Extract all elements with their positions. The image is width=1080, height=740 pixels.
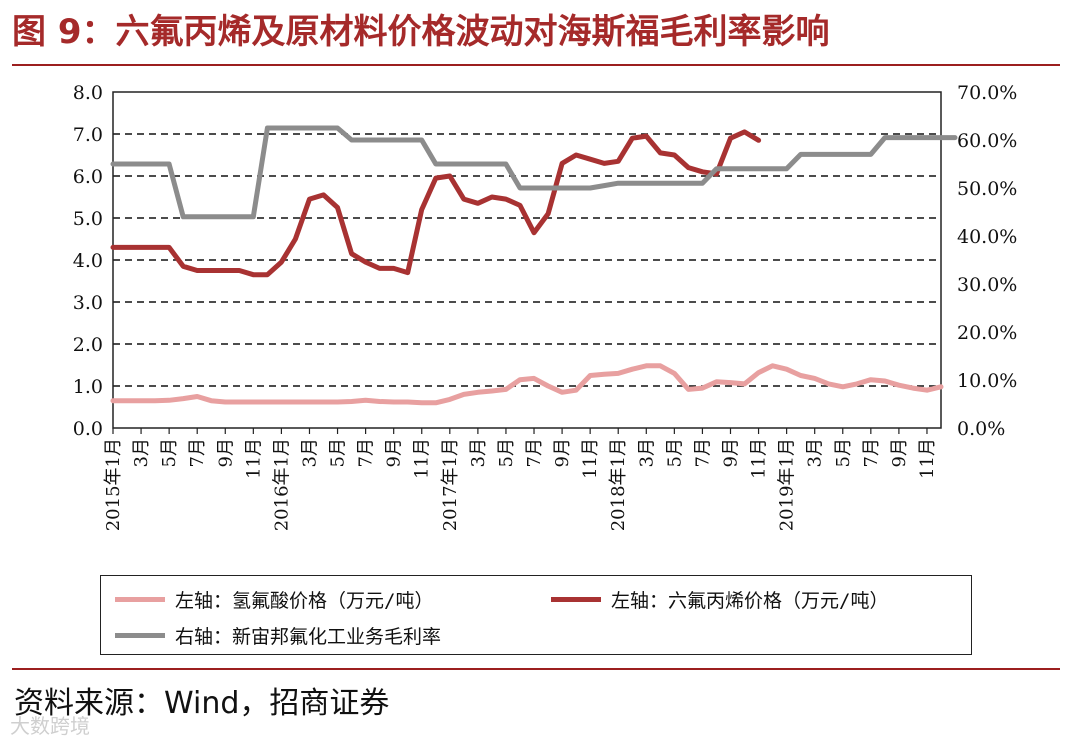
x-tick-label: 2017年1月 (440, 438, 461, 531)
title-divider (12, 64, 1060, 66)
x-tick-label: 11月 (917, 438, 938, 479)
x-tick-label: 5月 (664, 438, 685, 467)
legend-swatch-hf (115, 597, 165, 602)
x-tick-label: 3月 (636, 438, 657, 467)
x-tick-label: 7月 (861, 438, 882, 467)
x-tick-label: 9月 (552, 438, 573, 467)
series-line-hfp (110, 129, 762, 278)
chart-title: 图 9：六氟丙烯及原材料价格波动对海斯福毛利率影响 (12, 12, 830, 52)
y-left-tick-label: 3.0 (73, 292, 103, 314)
y-right-tick-label: 10.0% (957, 370, 1017, 392)
x-tick-label: 5月 (496, 438, 517, 467)
line-chart: 0.0 1.0 2.0 3.0 4.0 5.0 6.0 7.0 8.0 0.0% 10.0% 20.0… (73, 82, 1018, 531)
x-tick-label: 3月 (805, 438, 826, 467)
y-right-tick-label: 0.0% (957, 418, 1005, 440)
y-right-tick-label: 70.0% (957, 82, 1017, 104)
x-tick-label: 2016年1月 (271, 438, 292, 531)
tick-labels: 0.0 1.0 2.0 3.0 4.0 5.0 6.0 7.0 8.0 0.0% 10.0% 20.0… (73, 82, 1018, 531)
grid (113, 133, 941, 387)
y-left-tick-label: 0.0 (73, 418, 103, 440)
x-tick-label: 3月 (299, 438, 320, 467)
legend-label-hfp: 左轴：六氟丙烯价格（万元/吨） (611, 590, 889, 612)
x-tick-label: 7月 (692, 438, 713, 467)
x-tick-label: 11月 (412, 438, 433, 479)
series-line-hf (110, 363, 944, 406)
x-tick-label: 11月 (580, 438, 601, 479)
footer-divider (12, 668, 1060, 670)
x-tick-label: 7月 (524, 438, 545, 467)
y-left-tick-label: 7.0 (73, 124, 103, 146)
x-tick-label: 9月 (384, 438, 405, 467)
legend-item-hfp: 左轴：六氟丙烯价格（万元/吨） (551, 586, 888, 613)
legend-label-hf: 左轴：氢氟酸价格（万元/吨） (175, 590, 434, 612)
x-tick-label: 5月 (159, 438, 180, 467)
y-right-tick-label: 40.0% (957, 226, 1017, 248)
y-right-tick-label: 20.0% (957, 322, 1017, 344)
y-right-tick-label: 50.0% (957, 178, 1017, 200)
x-tick-label: 3月 (468, 438, 489, 467)
legend-swatch-hfp (551, 597, 601, 602)
x-tick-label: 7月 (356, 438, 377, 467)
x-tick-label: 7月 (187, 438, 208, 467)
y-left-tick-label: 6.0 (73, 166, 103, 188)
y-right-tick-label: 30.0% (957, 274, 1017, 296)
series (110, 125, 958, 406)
legend-item-margin: 右轴：新宙邦氟化工业务毛利率 (115, 622, 441, 649)
y-left-tick-label: 1.0 (73, 376, 103, 398)
x-tick-label: 11月 (749, 438, 770, 479)
source-note: 资料来源：Wind，招商证券 (14, 686, 390, 721)
y-left-tick-label: 5.0 (73, 208, 103, 230)
y-left-tick-label: 2.0 (73, 334, 103, 356)
x-tick-label: 9月 (889, 438, 910, 467)
y-left-tick-label: 4.0 (73, 250, 103, 272)
y-left-tick-label: 8.0 (73, 82, 103, 104)
x-tick-label: 2015年1月 (103, 438, 124, 531)
plot-frame (112, 91, 942, 429)
x-tick-label: 5月 (833, 438, 854, 467)
y-right-tick-label: 60.0% (957, 130, 1017, 152)
x-tick-label: 9月 (215, 438, 236, 467)
legend-label-margin: 右轴：新宙邦氟化工业务毛利率 (175, 626, 442, 648)
x-tick-label: 2019年1月 (777, 438, 798, 531)
axes (112, 91, 942, 434)
watermark: 大数跨境 (10, 714, 90, 738)
x-tick-label: 2018年1月 (608, 438, 629, 531)
legend: 左轴：氢氟酸价格（万元/吨） 左轴：六氟丙烯价格（万元/吨） 右轴：新宙邦氟化工… (100, 575, 972, 655)
legend-swatch-margin (115, 633, 165, 638)
x-tick-label: 5月 (328, 438, 349, 467)
series-line-margin (110, 125, 958, 220)
legend-item-hf: 左轴：氢氟酸价格（万元/吨） (115, 586, 433, 613)
x-tick-label: 11月 (243, 438, 264, 479)
x-tick-label: 9月 (720, 438, 741, 467)
x-tick-label: 3月 (131, 438, 152, 467)
